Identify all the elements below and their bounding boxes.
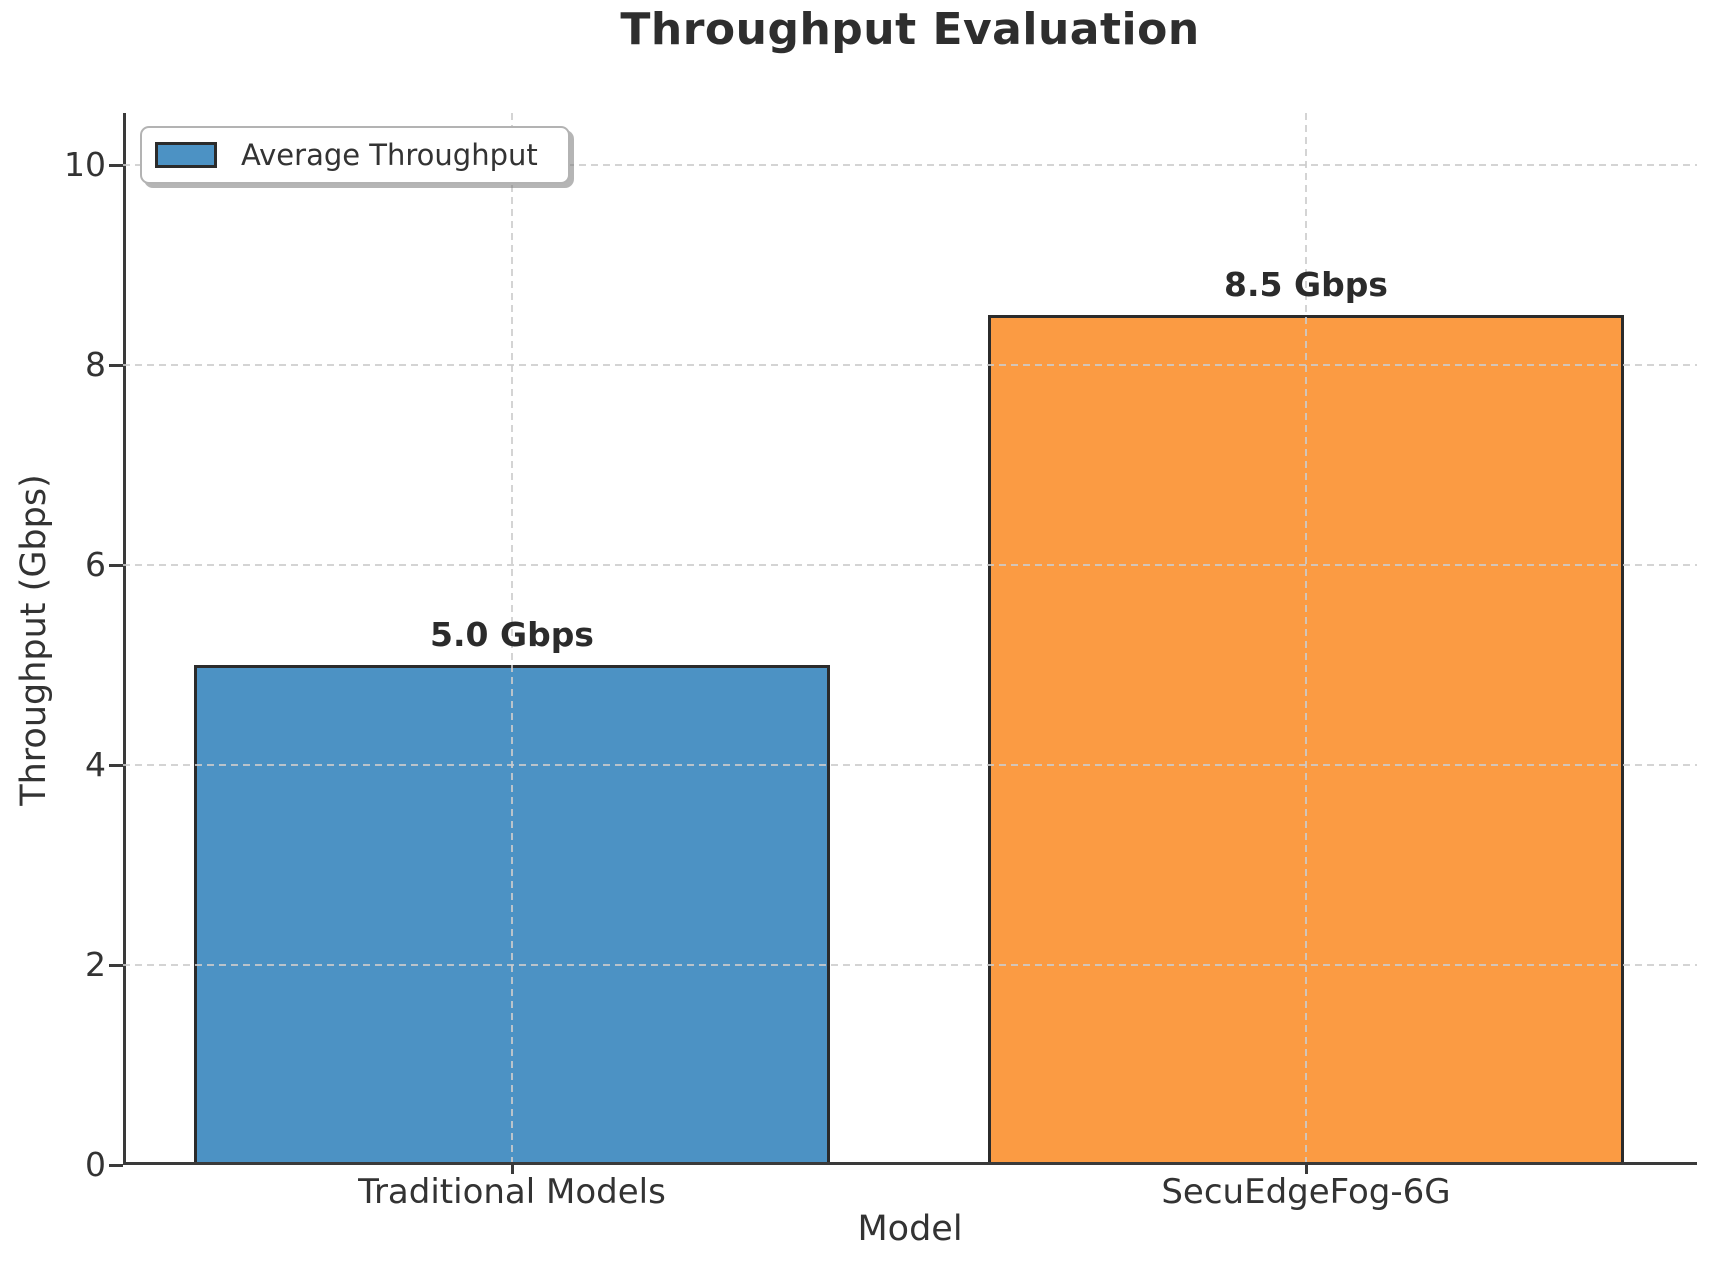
y-tick-mark — [109, 563, 123, 567]
x-tick-mark — [510, 1165, 514, 1174]
legend-label: Average Throughput — [241, 138, 538, 172]
chart-title: Throughput Evaluation — [620, 4, 1200, 55]
gridline-x-1 — [1305, 113, 1307, 1162]
x-tick-label: Traditional Models — [358, 1172, 666, 1212]
gridline-y-6 — [123, 564, 1697, 566]
bar-value-label: 5.0 Gbps — [430, 615, 594, 654]
legend: Average Throughput — [140, 126, 570, 184]
y-tick-mark — [109, 363, 123, 367]
gridline-y-10 — [123, 164, 1697, 166]
x-tick-label: SecuEdgeFog-6G — [1161, 1172, 1451, 1212]
y-tick-mark — [109, 763, 123, 767]
gridline-x-0 — [511, 113, 513, 1162]
x-axis-title: Model — [857, 1209, 963, 1249]
y-tick-label: 0 — [85, 1145, 106, 1184]
y-tick-label: 8 — [85, 345, 106, 384]
y-tick-mark — [109, 1163, 123, 1167]
gridline-y-4 — [123, 764, 1697, 766]
y-tick-mark — [109, 963, 123, 967]
y-tick-label: 10 — [64, 145, 106, 184]
y-tick-label: 4 — [85, 745, 106, 784]
bar-value-label: 8.5 Gbps — [1224, 265, 1388, 304]
gridline-y-2 — [123, 964, 1697, 966]
y-tick-label: 2 — [85, 945, 106, 984]
y-tick-label: 6 — [85, 545, 106, 584]
gridline-y-8 — [123, 364, 1697, 366]
y-tick-mark — [109, 163, 123, 167]
plot-area — [123, 113, 1697, 1165]
legend-swatch-icon — [155, 142, 217, 168]
x-tick-mark — [1304, 1165, 1308, 1174]
